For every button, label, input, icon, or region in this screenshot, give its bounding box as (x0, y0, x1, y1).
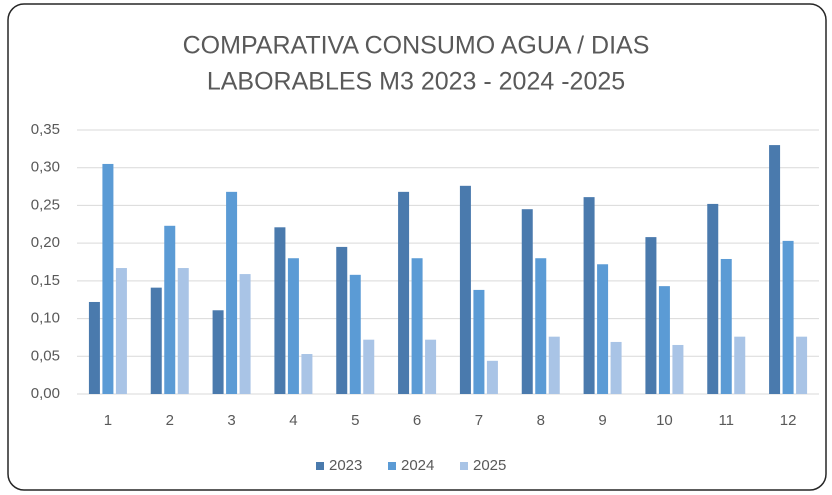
x-tick-label: 8 (537, 412, 545, 429)
y-tick-label: 0,10 (31, 310, 60, 327)
bar (707, 203, 719, 394)
chart-title: LABORABLES M3 2023 - 2024 -2025 (207, 68, 625, 96)
x-tick-label: 11 (718, 412, 734, 429)
bar (177, 268, 189, 394)
x-tick-label: 1 (104, 412, 112, 429)
bar (645, 237, 657, 394)
bar (486, 360, 498, 394)
bar (769, 145, 781, 394)
y-tick-label: 0,20 (31, 234, 60, 251)
bar (212, 310, 224, 394)
legend-label: 2023 (329, 457, 362, 474)
y-tick-label: 0,05 (31, 347, 60, 364)
bar (535, 258, 547, 394)
x-tick-label: 7 (475, 412, 483, 429)
y-tick-label: 0,35 (31, 121, 60, 138)
bar (459, 185, 471, 394)
x-tick-label: 9 (598, 412, 606, 429)
legend-swatch (460, 462, 468, 470)
bar (115, 268, 127, 394)
y-tick-label: 0,15 (31, 272, 60, 289)
bar (720, 258, 732, 394)
legend-label: 2024 (401, 457, 434, 474)
bar (782, 240, 794, 394)
bar (734, 336, 746, 394)
x-tick-label: 4 (289, 412, 297, 429)
bar (473, 289, 485, 394)
bar (796, 336, 808, 394)
x-tick-label: 2 (166, 412, 174, 429)
x-tick-label: 6 (413, 412, 421, 429)
y-tick-label: 0,30 (31, 159, 60, 176)
legend-swatch (388, 462, 396, 470)
bar (521, 209, 533, 394)
bar (301, 354, 313, 394)
x-tick-label: 3 (227, 412, 235, 429)
bar (672, 344, 684, 394)
bar (102, 163, 114, 394)
bar (363, 339, 375, 394)
bar (398, 191, 410, 394)
x-tick-label: 5 (351, 412, 359, 429)
bar (548, 336, 560, 394)
x-tick-label: 10 (656, 412, 673, 429)
bar (583, 197, 595, 394)
bar (336, 246, 348, 394)
bar (411, 258, 423, 394)
x-tick-label: 12 (780, 412, 797, 429)
bar (658, 286, 670, 394)
bar (150, 287, 162, 394)
bar (239, 274, 251, 394)
bar (274, 227, 286, 394)
legend-label: 2025 (473, 457, 506, 474)
bar (164, 225, 176, 394)
y-tick-label: 0,00 (31, 385, 60, 402)
bar (226, 191, 238, 394)
bar (610, 341, 622, 394)
bar (597, 264, 609, 394)
bar (425, 339, 437, 394)
legend-swatch (316, 462, 324, 470)
y-tick-label: 0,25 (31, 196, 60, 213)
chart-title: COMPARATIVA CONSUMO AGUA / DIAS (183, 32, 650, 60)
bar (287, 258, 299, 394)
bar (349, 274, 361, 394)
bar (88, 301, 100, 394)
